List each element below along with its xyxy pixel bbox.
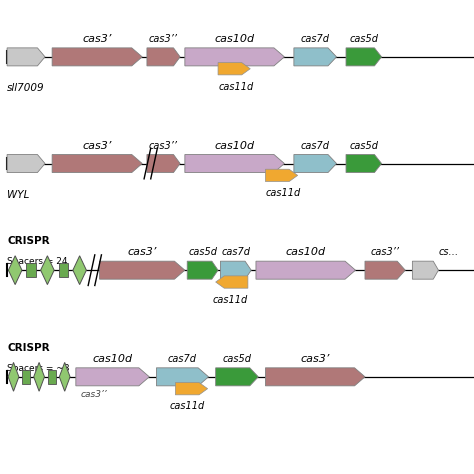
Text: cas10d: cas10d bbox=[92, 354, 133, 364]
Text: cas5d: cas5d bbox=[349, 141, 378, 151]
Polygon shape bbox=[365, 261, 405, 279]
Polygon shape bbox=[76, 368, 149, 386]
Text: cas5d: cas5d bbox=[222, 354, 252, 364]
Text: cas3’’: cas3’’ bbox=[149, 34, 178, 44]
Polygon shape bbox=[220, 261, 251, 279]
Text: Spacers = 24: Spacers = 24 bbox=[7, 257, 68, 266]
Polygon shape bbox=[7, 48, 45, 66]
Polygon shape bbox=[59, 363, 70, 391]
Polygon shape bbox=[185, 48, 284, 66]
Polygon shape bbox=[73, 256, 86, 284]
Text: cas3’’: cas3’’ bbox=[81, 390, 107, 399]
Polygon shape bbox=[34, 363, 45, 391]
Text: cas7d: cas7d bbox=[168, 354, 197, 364]
Text: cas3’’: cas3’’ bbox=[149, 141, 178, 151]
Polygon shape bbox=[52, 155, 142, 173]
Polygon shape bbox=[412, 261, 438, 279]
Text: cas7d: cas7d bbox=[301, 34, 330, 44]
Polygon shape bbox=[346, 155, 382, 173]
Polygon shape bbox=[185, 155, 284, 173]
Polygon shape bbox=[256, 261, 356, 279]
Text: cas11d: cas11d bbox=[212, 295, 247, 305]
Text: sll7009: sll7009 bbox=[7, 83, 45, 93]
Text: cas11d: cas11d bbox=[219, 82, 254, 91]
Polygon shape bbox=[52, 48, 142, 66]
Polygon shape bbox=[216, 276, 248, 288]
Text: Spacers = ~8: Spacers = ~8 bbox=[7, 364, 70, 373]
Polygon shape bbox=[218, 63, 250, 75]
Polygon shape bbox=[175, 383, 208, 395]
Polygon shape bbox=[8, 363, 19, 391]
Polygon shape bbox=[187, 261, 218, 279]
Polygon shape bbox=[7, 155, 45, 173]
Text: cas3’: cas3’ bbox=[82, 34, 112, 44]
Text: CRISPR: CRISPR bbox=[7, 237, 50, 246]
Text: cas11d: cas11d bbox=[266, 188, 301, 198]
Text: cas5d: cas5d bbox=[188, 247, 217, 257]
Text: cas7d: cas7d bbox=[301, 141, 330, 151]
Polygon shape bbox=[294, 48, 337, 66]
Polygon shape bbox=[100, 261, 185, 279]
Text: cas11d: cas11d bbox=[170, 401, 205, 411]
Polygon shape bbox=[265, 169, 298, 182]
Polygon shape bbox=[156, 368, 209, 386]
Text: cas10d: cas10d bbox=[215, 34, 255, 44]
Polygon shape bbox=[265, 368, 365, 386]
Bar bbox=[27, 264, 36, 277]
Text: cas3’: cas3’ bbox=[128, 247, 157, 257]
Polygon shape bbox=[294, 155, 337, 173]
Polygon shape bbox=[147, 48, 180, 66]
Bar bbox=[48, 370, 56, 383]
Polygon shape bbox=[9, 256, 22, 284]
Text: WYL: WYL bbox=[7, 190, 29, 200]
Polygon shape bbox=[346, 48, 382, 66]
Text: cas3’: cas3’ bbox=[301, 354, 330, 364]
Text: cas7d: cas7d bbox=[221, 247, 250, 257]
Text: CRISPR: CRISPR bbox=[7, 343, 50, 353]
Polygon shape bbox=[41, 256, 54, 284]
Polygon shape bbox=[147, 155, 180, 173]
Text: cas5d: cas5d bbox=[349, 34, 378, 44]
Text: cas10d: cas10d bbox=[286, 247, 326, 257]
Polygon shape bbox=[216, 368, 258, 386]
Text: cas3’: cas3’ bbox=[82, 141, 112, 151]
Text: cas10d: cas10d bbox=[215, 141, 255, 151]
Bar bbox=[59, 264, 68, 277]
Text: cs…: cs… bbox=[438, 247, 459, 257]
Text: cas3’’: cas3’’ bbox=[371, 247, 400, 257]
Bar bbox=[22, 370, 30, 383]
